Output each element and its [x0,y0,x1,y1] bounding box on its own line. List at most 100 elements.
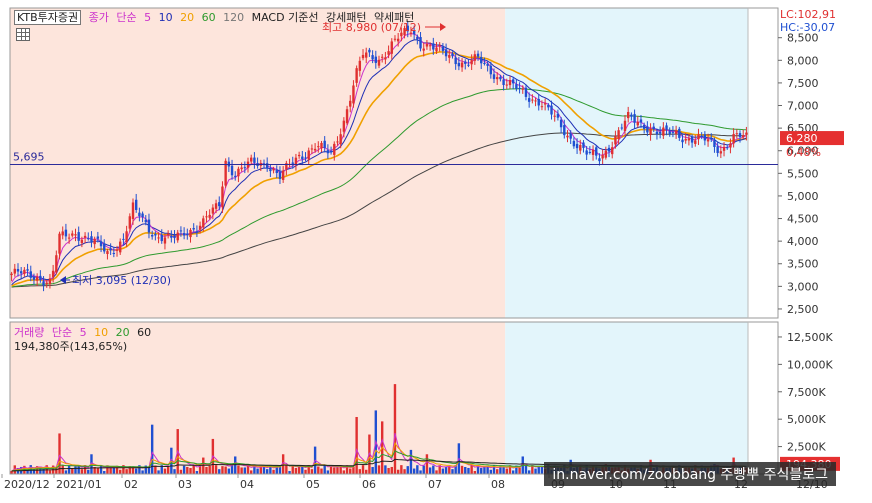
candle-body [16,269,20,272]
volume-ma5-label: 5 [79,326,87,339]
volume-bar [32,469,36,474]
volume-bar [377,465,381,474]
candle-body [250,157,253,162]
volume-bar [154,465,157,474]
volume-bar [460,465,464,474]
candle-body [566,135,569,138]
candle-body [131,202,135,219]
volume-bar [259,466,262,474]
candle-body [633,114,636,123]
stock-name-box[interactable]: KTB투자증권 [14,10,82,25]
candle-body [511,79,515,84]
candle-body [412,30,416,35]
date-label: 03 [178,478,192,491]
candle-body [735,133,739,135]
volume-bar [288,471,291,474]
candle-body [384,57,387,60]
candle-body [230,165,234,176]
volume-bar [396,469,400,474]
volume-bar [387,468,390,474]
candle-body [652,126,655,130]
volume-bar [476,465,480,474]
candle-body [591,149,595,155]
candle-body [444,49,448,57]
volume-bar [55,467,58,474]
candle-body [422,48,425,51]
hc-indicator: HC:-30,07 [780,21,836,34]
candle-body [678,128,681,138]
candle-body [71,233,74,236]
volume-bar [218,469,221,474]
volume-bar [48,470,52,474]
volume-bar [416,465,419,474]
candle-body [58,233,61,254]
candle-body [534,100,537,102]
candle-body [26,269,29,271]
volume-bar [294,468,298,474]
candle-body [186,233,189,236]
volume-bar [336,467,339,474]
candle-body [515,84,518,89]
candle-body [138,212,141,217]
candle-body [419,37,422,49]
candle-body [134,199,138,210]
candle-body [617,130,620,139]
candle-body [483,62,486,64]
price-tick-label: 8,000 [787,54,819,67]
candle-body [45,282,48,285]
candle-body [387,51,390,55]
candle-body [119,241,122,253]
candle-body [240,167,243,170]
candle-body [74,234,77,236]
volume-bar [448,466,451,474]
candle-body [432,43,435,50]
volume-bar [361,465,365,474]
candle-body [93,238,96,245]
volume-bar [157,470,160,474]
candle-body [355,68,358,83]
candle-body [170,235,173,238]
grid-icon[interactable] [16,28,30,41]
volume-bar [531,465,534,474]
candle-body [345,109,349,124]
volume-bar [320,468,323,474]
candle-body [703,134,707,141]
candle-body [489,65,493,75]
candle-body [492,74,496,80]
volume-bar [508,465,512,474]
candle-body [157,237,160,239]
date-label: 08 [491,478,505,491]
volume-bar [208,465,211,474]
date-label: 2021/01 [56,478,102,491]
candle-body [435,47,438,52]
candle-body [64,229,68,237]
candle-body [531,99,534,101]
candle-body [361,54,365,59]
candle-body [575,143,579,149]
candle-body [150,235,154,237]
candle-body [572,140,576,147]
candle-body [297,154,301,157]
candle-body [112,253,116,255]
volume-bar [486,465,489,474]
candle-body [115,249,119,251]
candle-body [687,138,691,141]
candle-body [23,269,26,274]
volume-bar [87,469,90,474]
volume-tick-label: 10,000K [787,358,833,371]
volume-bar [42,468,45,474]
candle-body [19,271,23,274]
candle-body [710,138,713,140]
volume-bar [170,447,173,474]
candle-body [649,129,652,135]
candle-body [144,219,147,223]
candle-body [681,139,684,143]
candle-body [154,233,157,236]
candle-body [713,140,716,147]
candle-body [505,84,508,86]
candle-body [99,241,103,247]
volume-bar [173,469,176,474]
volume-bar [106,465,109,474]
candle-body [639,119,643,123]
candle-body [96,236,100,239]
